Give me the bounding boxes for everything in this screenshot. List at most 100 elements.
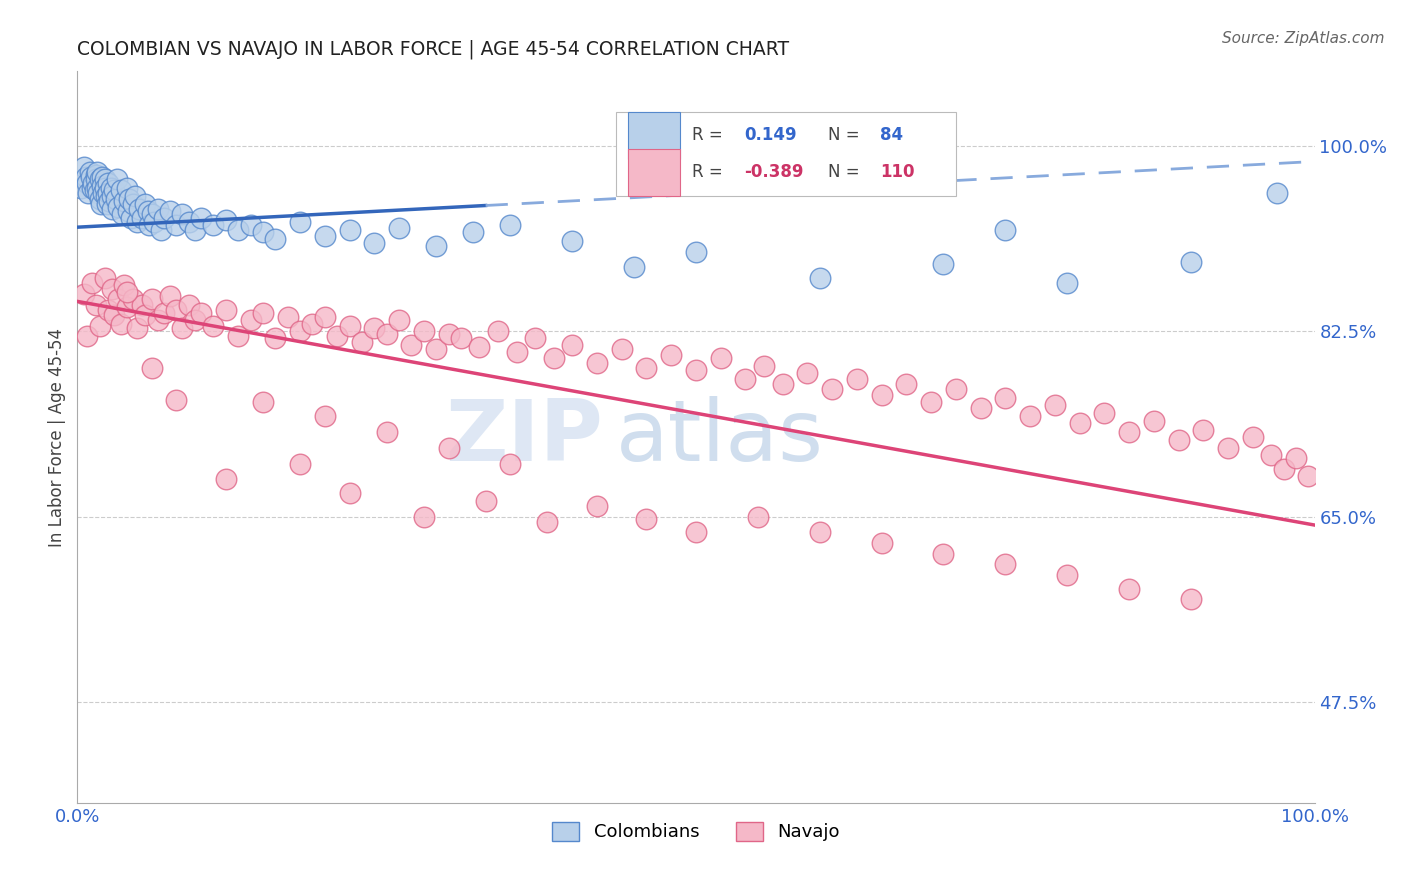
Point [101, 282, 124, 296]
Point [870, 387, 893, 401]
Point [543, 351, 565, 365]
Point [1056, 567, 1078, 582]
Point [412, 324, 434, 338]
Legend: Colombians, Navajo: Colombians, Navajo [546, 814, 846, 848]
FancyBboxPatch shape [616, 112, 956, 195]
Point [450, 331, 472, 345]
Point [796, 367, 818, 381]
Point [994, 223, 1017, 237]
Point [1267, 186, 1289, 201]
Point [505, 345, 527, 359]
Point [314, 228, 336, 243]
Point [89, 172, 111, 186]
Point [499, 218, 522, 232]
Point [636, 512, 658, 526]
Text: 0.149: 0.149 [744, 126, 797, 145]
Point [215, 212, 238, 227]
Point [425, 342, 447, 356]
Point [91, 170, 114, 185]
Point [239, 218, 262, 232]
Point [1298, 469, 1320, 483]
Point [339, 223, 361, 237]
Point [96, 197, 118, 211]
Point [122, 293, 145, 307]
Point [772, 377, 794, 392]
Point [122, 197, 145, 211]
Point [153, 211, 176, 225]
Point [375, 425, 398, 439]
Point [425, 239, 447, 253]
Point [685, 525, 707, 540]
Point [845, 372, 868, 386]
Point [920, 395, 942, 409]
Point [101, 189, 124, 203]
Point [685, 244, 707, 259]
Point [107, 200, 129, 214]
Point [215, 302, 238, 317]
Point [1118, 582, 1140, 596]
Point [82, 176, 104, 190]
Text: -0.389: -0.389 [744, 163, 804, 181]
Text: ZIP: ZIP [446, 395, 603, 479]
Point [165, 218, 187, 232]
Point [117, 204, 139, 219]
Point [72, 160, 94, 174]
Point [401, 338, 423, 352]
Text: R =: R = [692, 126, 728, 145]
Point [125, 215, 148, 229]
Point [136, 204, 159, 219]
Point [1056, 277, 1078, 291]
FancyBboxPatch shape [628, 112, 681, 159]
Point [264, 331, 287, 345]
Point [486, 324, 509, 338]
Point [636, 361, 658, 376]
Point [79, 165, 101, 179]
Point [90, 197, 112, 211]
Point [752, 359, 775, 373]
Point [138, 218, 160, 232]
Point [89, 192, 111, 206]
Point [111, 207, 134, 221]
Point [808, 525, 831, 540]
Point [131, 297, 153, 311]
Point [945, 383, 967, 397]
Point [110, 317, 132, 331]
Point [87, 186, 110, 201]
Point [146, 202, 169, 216]
Point [388, 313, 411, 327]
Point [524, 331, 547, 345]
Point [339, 486, 361, 500]
FancyBboxPatch shape [628, 149, 681, 195]
Point [84, 168, 107, 182]
Point [172, 207, 194, 221]
Point [177, 297, 200, 311]
Point [463, 226, 485, 240]
Point [586, 356, 609, 370]
Point [474, 493, 496, 508]
Point [77, 186, 100, 201]
Point [82, 181, 104, 195]
Point [326, 329, 349, 343]
Point [110, 183, 132, 197]
Point [190, 306, 212, 320]
Point [120, 211, 142, 225]
Point [94, 189, 117, 203]
Point [115, 181, 138, 195]
Point [1241, 430, 1264, 444]
Point [314, 409, 336, 423]
Point [264, 232, 287, 246]
Point [734, 372, 756, 386]
Point [1285, 451, 1308, 466]
Point [124, 189, 146, 203]
Point [93, 271, 115, 285]
Point [118, 192, 141, 206]
Point [125, 321, 148, 335]
Point [288, 215, 311, 229]
Point [1216, 441, 1239, 455]
Point [536, 515, 558, 529]
Point [1069, 417, 1091, 431]
Point [86, 181, 108, 195]
Point [83, 183, 105, 197]
Point [101, 202, 124, 216]
Point [437, 441, 460, 455]
